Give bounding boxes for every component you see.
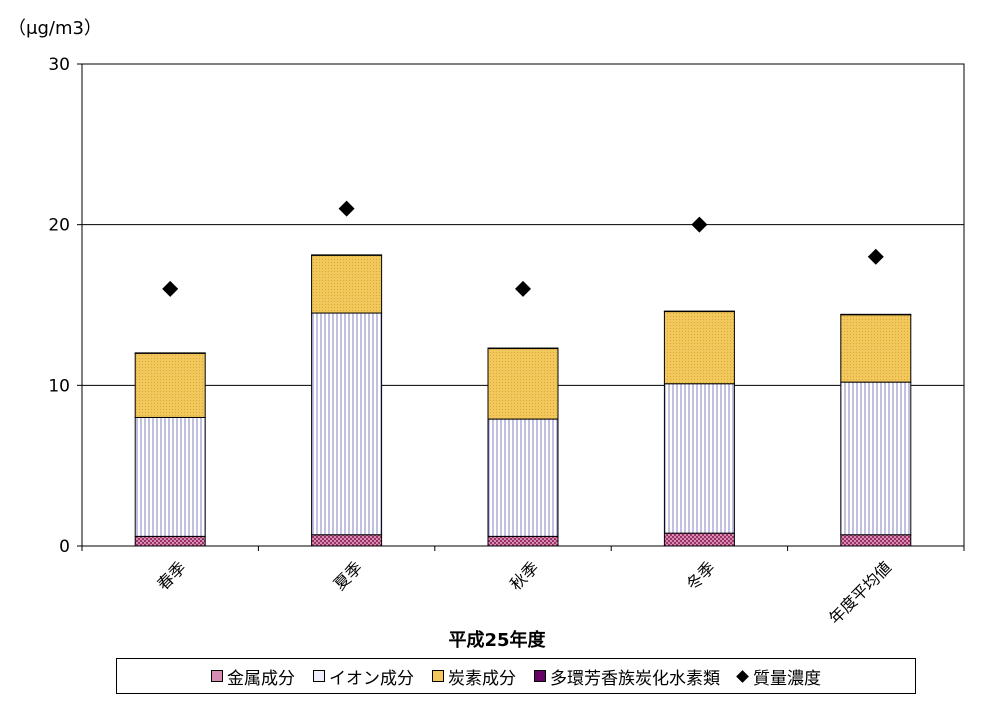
- bar-segment: [840, 381, 912, 536]
- bar-segment: [663, 310, 735, 385]
- y-tick-label: 0: [59, 537, 70, 557]
- y-tick-label: 20: [48, 216, 70, 236]
- legend-label-metal: 金属成分: [227, 668, 295, 689]
- x-tick-label: 秋季: [506, 558, 542, 594]
- bar-segment: [663, 532, 735, 547]
- bar-segment: [840, 314, 912, 383]
- x-tick-label-group: 冬季: [683, 558, 719, 594]
- legend-label-pah: 多環芳香族炭化水素類: [550, 668, 720, 689]
- bar-segment: [311, 312, 383, 536]
- mass-marker: [338, 200, 355, 217]
- bar-segment: [663, 383, 735, 534]
- bar-segment: [663, 310, 735, 313]
- x-tick-label-group: 春季: [153, 558, 189, 594]
- bar-segment: [311, 534, 383, 547]
- legend-marker-mass: [736, 669, 749, 683]
- bar-segment: [840, 313, 912, 316]
- legend-swatch-pah: [534, 670, 546, 682]
- y-tick-label: 10: [48, 376, 70, 396]
- legend-label-mass: 質量濃度: [753, 668, 821, 689]
- bar-segment: [311, 254, 383, 314]
- bar-segment: [134, 352, 206, 418]
- x-tick-label: 夏季: [330, 558, 366, 594]
- legend-item-pah: 多環芳香族炭化水素類: [534, 664, 720, 689]
- legend-label-ion: イオン成分: [329, 668, 414, 689]
- legend-item-carbon: 炭素成分: [432, 664, 516, 689]
- bar-segment: [134, 416, 206, 537]
- chart-legend: 金属成分 イオン成分 炭素成分 多環芳香族炭化水素類 質量濃度: [116, 658, 916, 694]
- legend-swatch-carbon: [432, 670, 444, 682]
- bar-segment: [134, 352, 206, 354]
- bar-segment: [487, 418, 559, 537]
- legend-item-metal: 金属成分: [211, 664, 295, 689]
- mass-marker: [515, 280, 531, 297]
- mass-marker: [867, 248, 884, 265]
- x-tick-label: 冬季: [683, 558, 719, 594]
- bar-segment: [311, 254, 383, 256]
- bar-segment: [487, 347, 559, 350]
- legend-item-ion: イオン成分: [313, 664, 414, 689]
- bar-segment: [487, 535, 559, 547]
- bar-segment: [487, 347, 559, 420]
- x-tick-label: 年度平均値: [825, 558, 895, 628]
- y-axis-unit-label: （μg/m3）: [8, 18, 102, 39]
- legend-item-mass: 質量濃度: [736, 664, 821, 689]
- x-tick-label-group: 年度平均値: [825, 558, 895, 628]
- x-tick-label-group: 夏季: [330, 558, 366, 594]
- legend-label-carbon: 炭素成分: [448, 668, 516, 689]
- x-axis-title: 平成25年度: [448, 630, 546, 651]
- x-tick-label: 春季: [153, 558, 189, 594]
- x-tick-label-group: 秋季: [506, 558, 542, 594]
- mass-marker: [162, 280, 179, 297]
- mass-marker: [691, 216, 708, 233]
- bar-segment: [840, 534, 912, 547]
- y-tick-label: 30: [48, 55, 70, 75]
- legend-swatch-ion: [313, 670, 325, 682]
- bar-segment: [134, 535, 206, 547]
- legend-swatch-metal: [211, 670, 223, 682]
